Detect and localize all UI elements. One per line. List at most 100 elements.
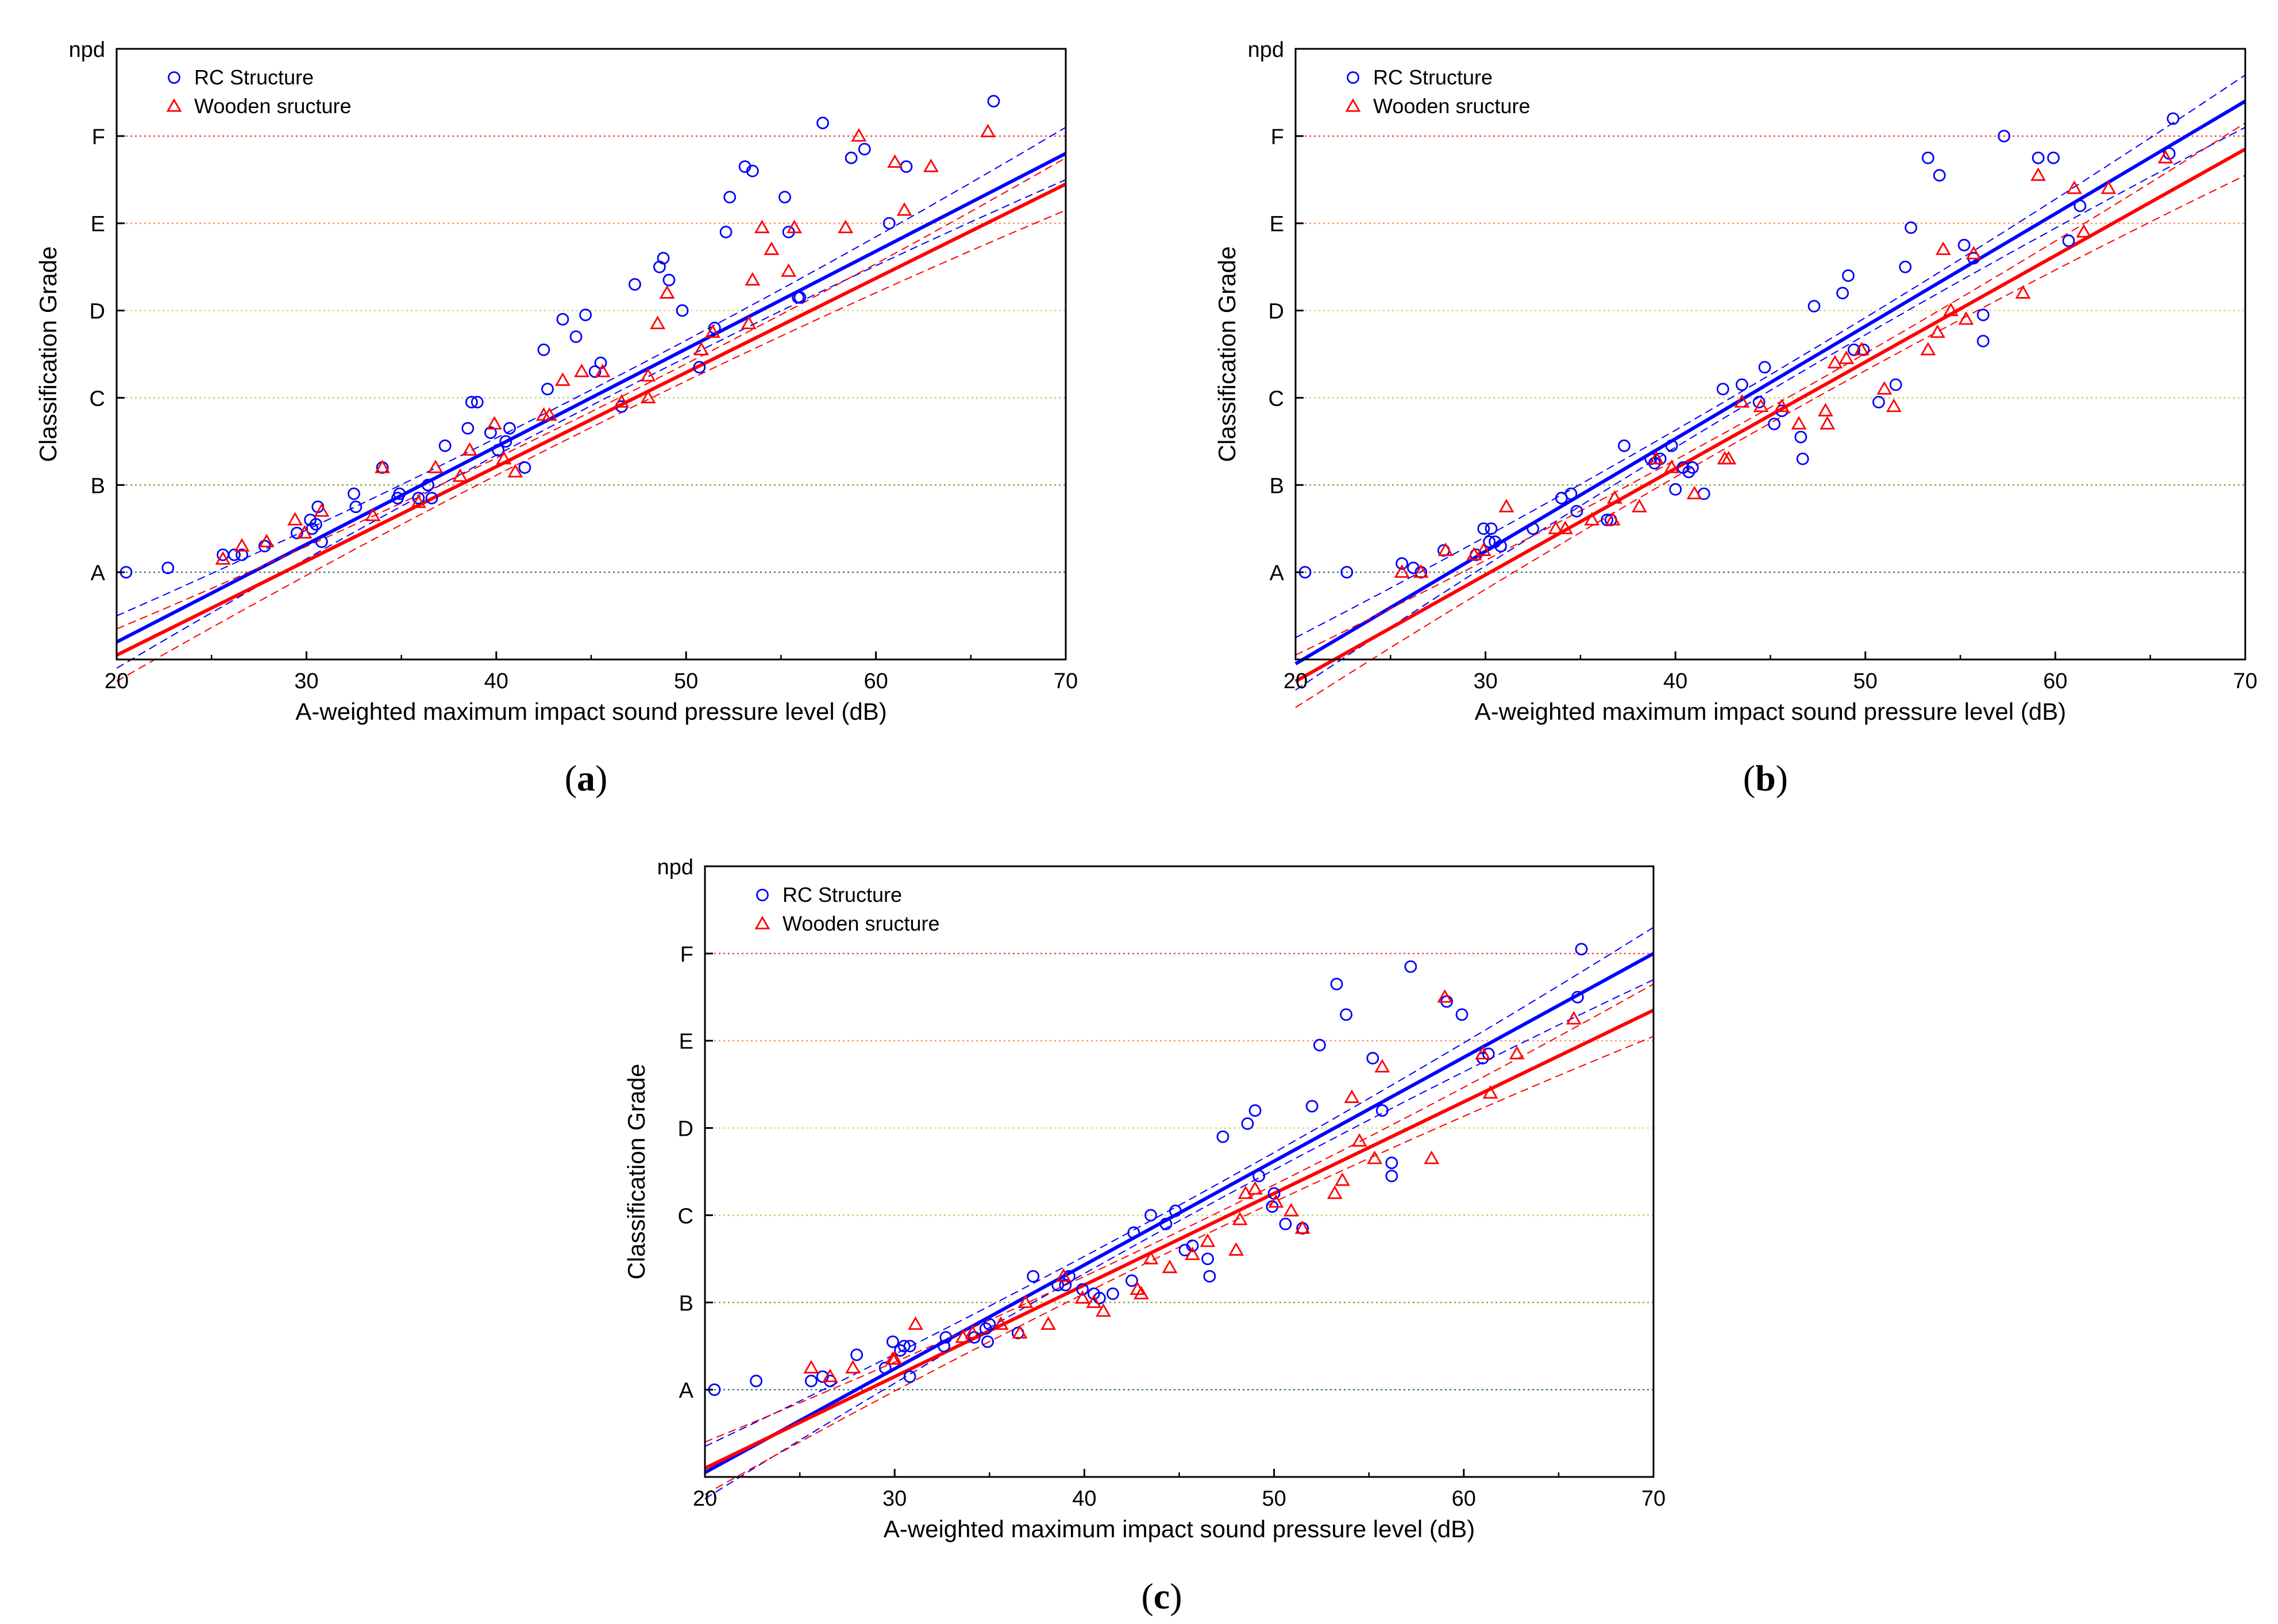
rc-data-point <box>1279 1217 1292 1230</box>
wood-data-point <box>1351 1133 1367 1147</box>
rc-data-point <box>1366 1052 1379 1064</box>
x-tick-label: 40 <box>484 669 508 693</box>
wood-fit-line <box>115 182 1067 657</box>
wood-data-point <box>741 315 757 329</box>
wood-confidence-lower <box>1295 175 2246 708</box>
wood-data-point <box>287 512 303 526</box>
x-tick-label: 60 <box>1452 1487 1476 1511</box>
legend-rc-label: RC Structure <box>194 65 314 89</box>
rc-data-point <box>315 535 328 548</box>
caption-b-letter: b <box>1755 758 1776 799</box>
rc-data-point <box>425 492 438 504</box>
wood-data-point <box>640 389 656 404</box>
x-tick-label: 30 <box>294 669 318 693</box>
caption-a-letter: a <box>577 758 595 799</box>
y-tick-label: F <box>1271 125 1284 149</box>
rc-data-point <box>983 1318 996 1331</box>
wood-data-point <box>365 507 381 522</box>
rc-data-point <box>537 344 550 356</box>
y-axis-title: Classification Grade <box>623 1064 650 1280</box>
wood-data-point <box>908 1316 923 1330</box>
rc-fit-line <box>1294 99 2246 666</box>
rc-data-point <box>1186 1239 1199 1252</box>
rc-data-point <box>1396 557 1409 570</box>
wood-data-point <box>1935 241 1951 255</box>
wood-data-point <box>1294 1220 1310 1234</box>
rc-data-point <box>2062 234 2075 247</box>
caption-b: (b) <box>1743 758 1788 799</box>
rc-data-point <box>1736 378 1748 391</box>
wood-data-point <box>1327 1185 1343 1199</box>
rc-data-point <box>499 435 512 448</box>
wood-data-point <box>427 460 444 473</box>
wood-data-point <box>1055 1268 1071 1282</box>
rc-data-point <box>349 500 363 514</box>
rc-data-point <box>719 225 733 238</box>
x-tick-label: 50 <box>1853 669 1878 693</box>
wood-data-point <box>822 1368 838 1383</box>
wood-data-point <box>993 1316 1009 1330</box>
rc-data-point <box>897 1340 911 1353</box>
y-tick-label: A <box>91 561 106 585</box>
rc-data-point <box>1107 1287 1119 1301</box>
x-tick-label: 50 <box>1262 1487 1286 1511</box>
rc-data-point <box>461 422 475 435</box>
y-tick-label: npd <box>657 855 693 879</box>
wood-data-point <box>574 364 589 377</box>
wood-data-point <box>259 534 275 547</box>
y-tick-label: npd <box>1248 38 1284 62</box>
rc-data-point <box>1076 1283 1089 1296</box>
caption-a: (a) <box>565 758 608 799</box>
rc-data-point <box>1933 169 1946 182</box>
rc-data-point <box>2047 151 2060 164</box>
rc-data-point <box>1216 1130 1229 1143</box>
wood-data-point <box>1774 398 1790 412</box>
rc-data-point <box>1807 300 1821 313</box>
rc-data-point <box>310 518 322 531</box>
x-tick-label: 20 <box>105 669 129 693</box>
wood-data-point <box>507 464 523 478</box>
rc-data-point <box>1899 260 1912 273</box>
wood-data-point <box>1631 499 1647 512</box>
wood-data-point <box>375 460 390 473</box>
wood-data-point <box>965 1325 980 1339</box>
legend-rc-marker <box>168 71 180 84</box>
wood-data-point <box>1344 1089 1360 1104</box>
rc-data-point <box>1385 1170 1398 1182</box>
rc-data-point <box>793 291 807 304</box>
rc-data-point <box>412 492 425 504</box>
y-tick-label: C <box>90 387 105 411</box>
rc-data-point <box>1998 129 2011 142</box>
rc-data-point <box>903 1340 916 1353</box>
y-tick-label: npd <box>69 38 105 62</box>
wood-data-point <box>1143 1251 1159 1265</box>
rc-data-point <box>805 1375 818 1387</box>
rc-data-point <box>900 160 913 173</box>
wood-data-point <box>215 551 231 565</box>
y-axis-title: Classification Grade <box>34 246 61 462</box>
rc-data-point <box>465 396 478 408</box>
rc-data-point <box>1313 1039 1326 1052</box>
rc-data-point <box>393 487 406 500</box>
rc-data-point <box>1564 487 1578 500</box>
rc-data-point <box>541 383 554 396</box>
rc-data-point <box>938 1340 950 1353</box>
y-tick-label: D <box>678 1117 693 1141</box>
wood-data-point <box>2157 149 2173 164</box>
rc-data-point <box>2167 112 2180 125</box>
rc-data-point <box>1483 535 1496 548</box>
x-tick-label: 30 <box>882 1487 907 1511</box>
wood-data-point <box>923 159 939 172</box>
legend: RC Structure Wooden sructure <box>166 65 351 118</box>
rc-data-point <box>858 142 871 156</box>
rc-data-point <box>1330 978 1343 990</box>
wood-fit-line <box>704 1008 1655 1470</box>
wood-data-point <box>296 524 313 539</box>
rc-data-point <box>518 461 531 474</box>
rc-data-point <box>228 548 241 561</box>
rc-data-point <box>471 396 484 408</box>
wood-data-point <box>555 372 571 386</box>
wood-data-point <box>764 241 780 255</box>
caption-c: (c) <box>1141 1576 1182 1617</box>
